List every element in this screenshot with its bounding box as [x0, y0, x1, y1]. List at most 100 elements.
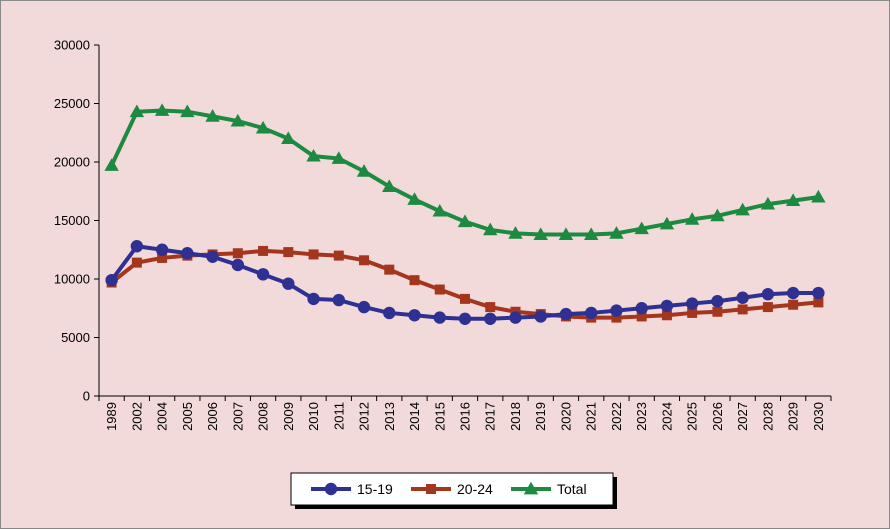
data-point-15-19	[231, 258, 245, 272]
data-point-total	[230, 113, 246, 127]
data-point-15-19	[685, 297, 699, 310]
legend-marker-20-24	[426, 484, 436, 494]
legend-label-total: Total	[557, 481, 587, 497]
legend-marker-total	[523, 481, 539, 495]
data-point-15-19	[484, 312, 497, 325]
data-point-20-24	[258, 245, 269, 256]
data-point-15-19	[458, 312, 472, 325]
data-point-15-19	[181, 247, 194, 260]
data-point-total	[735, 202, 750, 216]
data-point-15-19	[433, 311, 446, 324]
y-tick-label: 0	[83, 389, 90, 404]
data-point-15-19	[736, 291, 749, 304]
chart-axes: 0 5000 10000 15000 20000 25000 30000 1989 2002 20…	[54, 38, 832, 431]
x-tick-label: 2028	[760, 402, 775, 431]
legend-item-20-24: 20-24	[411, 481, 493, 497]
x-tick-label: 2012	[357, 402, 372, 431]
x-tick-label: 2014	[407, 402, 422, 431]
x-tick-label: 2005	[180, 402, 195, 431]
x-tick-label: 2019	[533, 402, 548, 431]
data-point-15-19	[155, 243, 169, 256]
data-point-15-19	[408, 309, 421, 322]
data-point-total	[306, 148, 321, 162]
data-point-20-24	[359, 255, 370, 266]
series-total	[104, 103, 826, 240]
data-point-15-19	[383, 306, 396, 320]
data-point-total	[533, 227, 548, 240]
x-tick-label: 2020	[558, 402, 573, 431]
x-tick-label: 2011	[331, 402, 346, 430]
series-line-20-24	[110, 248, 819, 320]
data-point-total	[331, 151, 346, 164]
data-point-20-24	[283, 247, 294, 258]
data-point-20-24	[232, 248, 243, 259]
series-15-19	[105, 240, 825, 325]
data-point-20-24	[611, 312, 622, 323]
legend-item-total: Total	[511, 481, 587, 497]
x-tick-label: 2007	[230, 402, 245, 431]
data-point-15-19	[534, 310, 547, 323]
data-point-total	[785, 193, 801, 207]
data-point-15-19	[509, 311, 522, 324]
data-point-20-24	[762, 302, 773, 313]
data-point-15-19	[105, 273, 118, 287]
x-tick-label: 2018	[508, 402, 523, 431]
data-point-total	[483, 222, 498, 236]
y-tick-label: 15000	[54, 213, 90, 228]
data-point-15-19	[635, 302, 648, 315]
x-tick-label: 2006	[205, 402, 220, 431]
legend-marker-15-19	[324, 482, 338, 496]
data-point-total	[382, 179, 397, 192]
data-point-total	[710, 208, 725, 222]
legend-item-15-19: 15-19	[311, 481, 393, 497]
data-point-total	[407, 192, 422, 205]
data-point-total	[634, 221, 649, 235]
data-point-total	[558, 227, 574, 240]
legend-label-20-24: 20-24	[457, 481, 493, 497]
data-point-20-24	[131, 257, 142, 268]
data-point-15-19	[357, 300, 371, 314]
x-tick-label: 2013	[382, 402, 397, 431]
data-point-total	[129, 104, 145, 118]
x-tick-label: 2026	[710, 402, 725, 431]
x-tick-label: 2009	[281, 402, 296, 431]
x-tick-label: 2029	[786, 402, 801, 431]
data-point-total	[432, 203, 447, 217]
data-point-total	[609, 226, 624, 239]
data-point-20-24	[384, 264, 395, 275]
x-tick-label: 2024	[659, 402, 674, 431]
x-tick-label: 2030	[811, 402, 826, 431]
data-point-total	[760, 196, 776, 210]
x-tick-label: 2025	[685, 402, 700, 431]
data-point-total	[180, 104, 195, 118]
x-tick-label: 2015	[432, 402, 447, 431]
data-point-20-24	[636, 311, 647, 322]
legend-label-15-19: 15-19	[357, 481, 393, 497]
data-point-20-24	[460, 293, 470, 304]
data-point-20-24	[687, 307, 698, 318]
data-point-15-19	[610, 304, 623, 317]
data-point-15-19	[130, 240, 144, 253]
data-point-15-19	[206, 250, 219, 263]
data-point-20-24	[409, 275, 420, 286]
data-point-20-24	[333, 250, 344, 261]
x-tick-label: 2017	[483, 402, 498, 431]
y-tick-label: 5000	[61, 330, 90, 345]
data-point-15-19	[812, 286, 825, 300]
x-tick-label: 2008	[256, 402, 271, 431]
chart-legend: 15-19 20-24 Total	[290, 472, 617, 509]
x-tick-label: 2010	[306, 402, 321, 431]
data-point-total	[154, 103, 170, 116]
data-point-total	[281, 131, 296, 144]
data-point-total	[255, 120, 271, 134]
x-tick-label: 2023	[634, 402, 649, 431]
data-point-20-24	[788, 299, 799, 310]
data-point-15-19	[786, 286, 800, 300]
x-tick-label: 2027	[735, 402, 750, 431]
data-point-total	[811, 189, 826, 203]
data-point-20-24	[661, 310, 672, 321]
data-point-20-24	[434, 284, 445, 295]
data-point-total	[356, 164, 372, 177]
